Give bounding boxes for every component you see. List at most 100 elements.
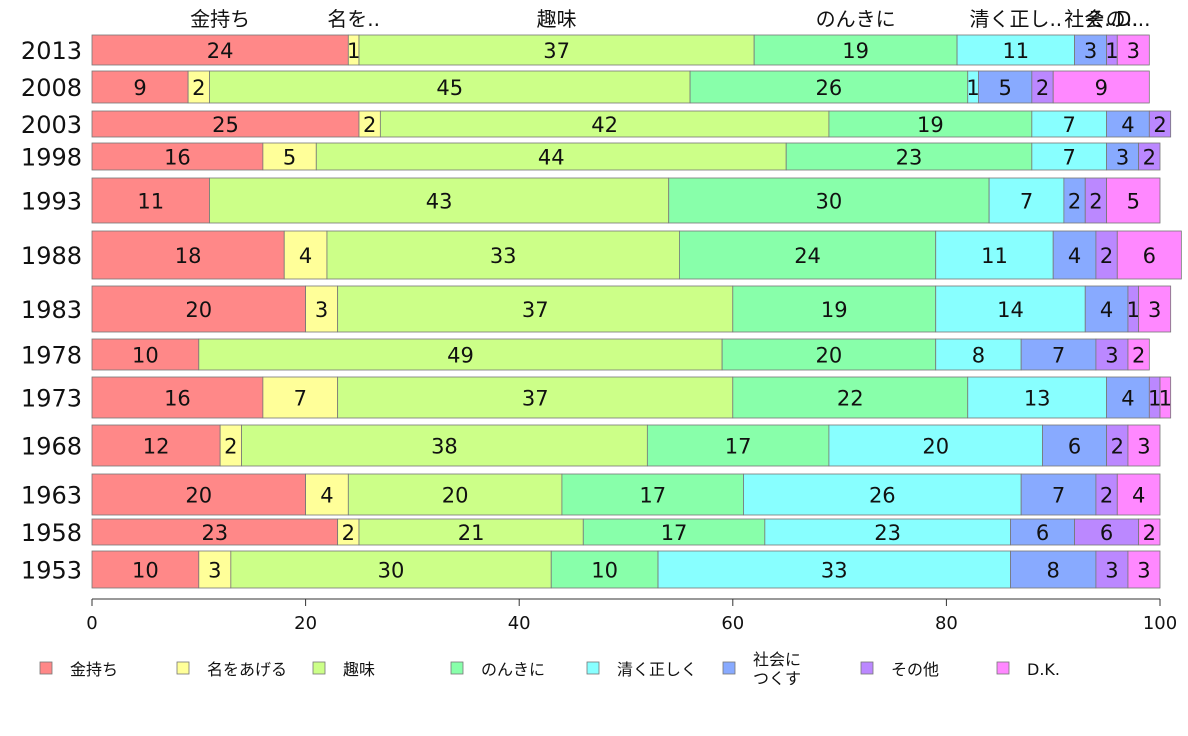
bar-segment: [1148, 110, 1172, 138]
data-label: 5: [1127, 190, 1140, 214]
bar-segment: [561, 473, 744, 516]
bar-segment: [262, 376, 339, 419]
bar-segment: [91, 142, 264, 171]
data-label: 2: [1100, 484, 1113, 508]
data-label: 37: [543, 39, 570, 63]
data-label: 1: [1148, 387, 1161, 411]
data-label: 17: [725, 435, 752, 459]
data-label: 18: [175, 244, 202, 268]
bar-segment: [241, 424, 648, 467]
bar-segment: [262, 142, 317, 171]
bar-segment: [1127, 338, 1150, 371]
data-label: 17: [639, 484, 666, 508]
data-label: 7: [294, 387, 307, 411]
bar-segment: [1138, 518, 1161, 546]
data-label: 4: [299, 244, 312, 268]
data-label: 2: [192, 76, 205, 100]
data-label: 10: [132, 559, 159, 583]
data-label: 20: [816, 344, 843, 368]
data-label: 4: [1100, 298, 1113, 322]
data-label: 13: [1024, 387, 1051, 411]
bar-segment: [689, 70, 969, 104]
y-tick-label: 1963: [21, 482, 82, 510]
legend-swatch: [996, 661, 1010, 675]
data-label: 14: [997, 298, 1024, 322]
y-tick-label: 2003: [21, 111, 82, 139]
bar-segment: [1106, 376, 1150, 419]
x-tick-label: 80: [935, 613, 958, 634]
bar-segment: [91, 376, 264, 419]
data-label: 20: [185, 298, 212, 322]
bar-segment: [91, 338, 200, 371]
series-top-label: その..: [1086, 7, 1139, 31]
data-label: 9: [1095, 76, 1108, 100]
y-tick-label: 2008: [21, 74, 82, 102]
data-label: 8: [972, 344, 985, 368]
x-axis: 0 20 40 60 80 100: [86, 598, 1177, 634]
data-label: 37: [522, 387, 549, 411]
data-label: 2: [1143, 521, 1156, 545]
bar-segment: [379, 110, 830, 138]
data-label: 2: [1036, 76, 1049, 100]
data-label: 4: [1068, 244, 1081, 268]
bar-segment: [1031, 142, 1107, 171]
data-label: 2: [1111, 435, 1124, 459]
data-label: 6: [1143, 244, 1156, 268]
data-label: 22: [837, 387, 864, 411]
data-label: 19: [842, 39, 869, 63]
data-label: 11: [981, 244, 1008, 268]
bar-segment: [1020, 338, 1097, 371]
legend-label: 名をあげる: [207, 660, 287, 679]
data-label: 30: [378, 559, 405, 583]
data-label: 4: [1121, 113, 1134, 137]
bar-segment: [347, 473, 563, 516]
bar-segment: [1138, 285, 1172, 333]
data-label: 1: [966, 76, 979, 100]
data-label: 42: [591, 113, 618, 137]
data-label: 1: [347, 39, 360, 63]
bar-segment: [1116, 34, 1150, 66]
bar-segment: [198, 338, 723, 371]
data-label: 33: [821, 559, 848, 583]
data-label: 6: [1036, 521, 1049, 545]
series-top-label: 趣味: [537, 7, 577, 31]
bar-segment: [935, 338, 1022, 371]
data-label: 20: [442, 484, 469, 508]
data-label: 20: [185, 484, 212, 508]
data-label: 5: [283, 146, 296, 170]
y-axis: 2013 2008 2003 1998 1993 1988 1983 1978 1973 1968…: [21, 37, 82, 585]
bar-segment: [337, 376, 734, 419]
series-top-label: 社会..: [1064, 7, 1117, 31]
data-label: 3: [1137, 435, 1150, 459]
data-label: 1: [1159, 387, 1172, 411]
data-label: 38: [431, 435, 458, 459]
bar-segment: [1116, 230, 1182, 280]
bar-segment: [91, 34, 349, 66]
legend-swatch: [586, 661, 600, 675]
bar-segment: [1106, 110, 1150, 138]
bar-segment: [1127, 550, 1161, 589]
bar-segment: [1052, 230, 1097, 280]
y-tick-label: 1998: [21, 144, 82, 172]
legend-swatch: [450, 661, 464, 675]
y-tick-label: 1983: [21, 296, 82, 324]
data-label: 17: [661, 521, 688, 545]
legend-swatch: [722, 661, 736, 675]
bar-segment: [1116, 473, 1161, 516]
bar-segment: [91, 70, 189, 104]
data-label: 7: [1063, 146, 1076, 170]
bar-segment: [91, 230, 285, 280]
data-label: 24: [794, 244, 821, 268]
legend-label: その他: [891, 660, 939, 679]
data-label: 43: [426, 190, 453, 214]
series-top-label: 名を..: [327, 7, 380, 31]
data-label: 6: [1068, 435, 1081, 459]
data-label: 26: [816, 76, 843, 100]
bar-segment: [668, 177, 990, 224]
data-label: 2: [363, 113, 376, 137]
data-label: 3: [1148, 298, 1161, 322]
bar-segment: [1074, 34, 1108, 66]
bar-segment: [91, 473, 307, 516]
data-label: 26: [869, 484, 896, 508]
